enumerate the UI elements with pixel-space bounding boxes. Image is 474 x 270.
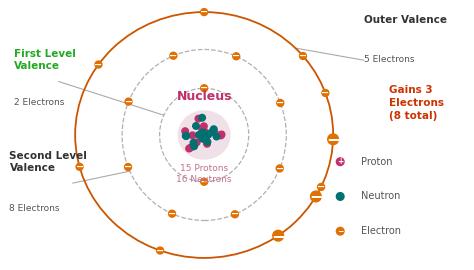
Text: −: − <box>309 187 323 205</box>
Text: −: − <box>321 88 329 98</box>
Text: Electron: Electron <box>361 226 401 236</box>
Text: −: − <box>168 209 176 219</box>
Circle shape <box>202 134 209 141</box>
Circle shape <box>201 136 208 143</box>
Circle shape <box>183 133 190 139</box>
Ellipse shape <box>178 111 230 159</box>
Circle shape <box>76 163 83 170</box>
Text: −: − <box>337 227 343 236</box>
Text: −: − <box>317 182 325 192</box>
Circle shape <box>193 139 200 146</box>
Circle shape <box>182 133 189 139</box>
Circle shape <box>233 53 240 60</box>
Circle shape <box>125 164 131 171</box>
Circle shape <box>210 126 217 133</box>
Text: −: − <box>94 59 102 69</box>
Circle shape <box>218 131 225 138</box>
Circle shape <box>337 227 344 235</box>
Circle shape <box>337 158 344 166</box>
Circle shape <box>218 132 224 139</box>
Circle shape <box>189 132 196 139</box>
Text: −: − <box>231 209 239 219</box>
Text: −: − <box>276 163 284 173</box>
Text: −: − <box>271 227 285 245</box>
Circle shape <box>199 127 206 133</box>
Circle shape <box>125 98 132 105</box>
Circle shape <box>195 115 202 122</box>
Circle shape <box>209 129 215 136</box>
Text: Nucleus: Nucleus <box>176 90 232 103</box>
Circle shape <box>201 85 208 92</box>
Circle shape <box>276 165 283 172</box>
Circle shape <box>170 52 177 59</box>
Text: −: − <box>125 97 133 107</box>
Circle shape <box>300 52 307 59</box>
Text: Second Level
Valence: Second Level Valence <box>9 151 87 173</box>
Circle shape <box>196 131 202 138</box>
Circle shape <box>193 123 199 129</box>
Circle shape <box>337 193 344 200</box>
Text: Gains 3
Electrons
(8 total): Gains 3 Electrons (8 total) <box>390 85 445 121</box>
Text: Neutron: Neutron <box>361 191 401 201</box>
Circle shape <box>200 136 206 142</box>
Circle shape <box>322 89 329 96</box>
Text: −: − <box>156 245 164 255</box>
Circle shape <box>95 61 102 68</box>
Text: −: − <box>200 83 208 93</box>
Circle shape <box>201 132 208 138</box>
Text: 2 Electrons: 2 Electrons <box>14 97 64 107</box>
Circle shape <box>204 141 210 147</box>
Text: −: − <box>232 51 240 61</box>
Circle shape <box>191 143 197 150</box>
Circle shape <box>186 145 192 152</box>
Text: 8 Electrons: 8 Electrons <box>9 204 60 214</box>
Circle shape <box>156 247 164 254</box>
Text: 5 Electrons: 5 Electrons <box>364 55 414 64</box>
Text: −: − <box>299 51 307 61</box>
Text: +: + <box>337 157 343 166</box>
Text: −: − <box>326 130 340 148</box>
Circle shape <box>199 114 205 121</box>
Circle shape <box>200 129 206 136</box>
Text: First Level
Valence: First Level Valence <box>14 49 76 71</box>
Circle shape <box>201 123 207 130</box>
Text: Proton: Proton <box>361 157 393 167</box>
Text: −: − <box>169 51 177 61</box>
Circle shape <box>277 99 284 106</box>
Text: Outer Valence: Outer Valence <box>364 15 447 25</box>
Text: −: − <box>75 162 83 172</box>
Circle shape <box>310 191 321 202</box>
Text: −: − <box>200 177 208 187</box>
Circle shape <box>182 128 189 134</box>
Circle shape <box>187 144 194 151</box>
Circle shape <box>204 139 211 145</box>
Circle shape <box>231 211 238 218</box>
Circle shape <box>211 129 218 136</box>
Circle shape <box>200 132 207 139</box>
Circle shape <box>273 230 283 241</box>
Circle shape <box>201 9 208 16</box>
Circle shape <box>201 178 208 185</box>
Circle shape <box>318 184 325 190</box>
Circle shape <box>201 129 208 135</box>
Circle shape <box>205 131 211 138</box>
Text: 15 Protons
16 Neutrons: 15 Protons 16 Neutrons <box>176 164 232 184</box>
Text: −: − <box>276 98 284 108</box>
Circle shape <box>169 210 175 217</box>
Text: −: − <box>200 7 208 17</box>
Circle shape <box>328 134 338 145</box>
Text: −: − <box>124 162 132 172</box>
Circle shape <box>213 133 220 140</box>
Circle shape <box>190 139 197 146</box>
